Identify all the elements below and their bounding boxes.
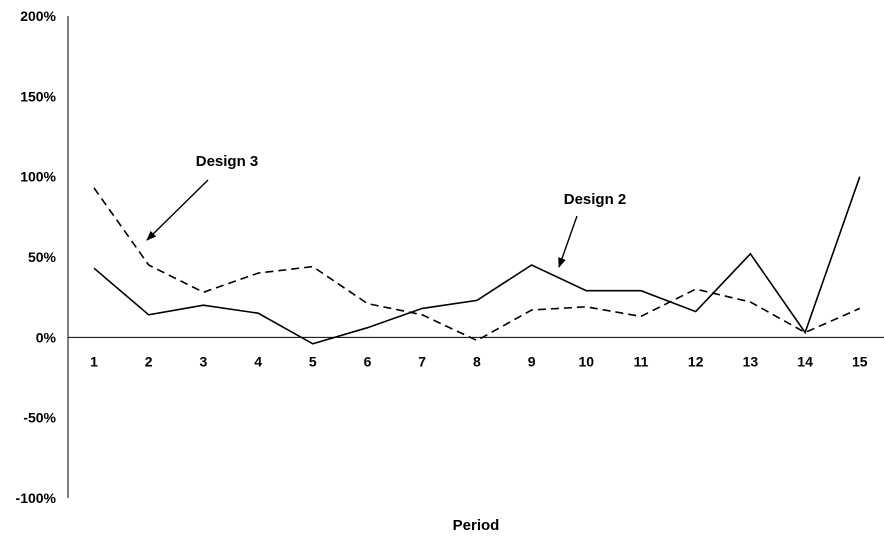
x-tick-label: 7 (418, 353, 426, 369)
y-tick-label: -50% (23, 410, 56, 426)
y-tick-label: 150% (20, 88, 56, 104)
y-tick-label: -100% (16, 490, 57, 506)
x-axis: 1 2 3 4 5 6 7 8 9 10 11 12 13 14 15 (68, 336, 884, 369)
y-tick-label: 50% (28, 249, 57, 265)
x-tick-label: 10 (579, 353, 595, 369)
x-tick-label: 5 (309, 353, 317, 369)
x-tick-label: 8 (473, 353, 481, 369)
x-tick-label: 2 (145, 353, 153, 369)
y-tick-label: 0% (36, 329, 57, 345)
x-axis-title: Period (453, 517, 500, 534)
x-tick-label: 13 (743, 353, 759, 369)
x-tick-label: 3 (200, 353, 208, 369)
annotation-arrow-design3 (146, 179, 209, 241)
x-tick-label: 14 (797, 353, 813, 369)
y-tick-label: 100% (20, 169, 56, 185)
annotation-arrow-design2 (558, 215, 578, 268)
series-line-design2 (93, 176, 861, 345)
x-tick-label: 12 (688, 353, 704, 369)
annotation-label-design3: Design 3 (196, 153, 259, 170)
x-tick-label: 15 (852, 353, 868, 369)
y-tick-label: 200% (20, 8, 56, 24)
x-tick-label: 6 (364, 353, 372, 369)
series-line-design3 (93, 187, 861, 342)
x-tick-label: 4 (254, 353, 262, 369)
annotation-label-design2: Design 2 (564, 191, 627, 208)
x-tick-label: 1 (90, 353, 98, 369)
x-tick-label: 9 (528, 353, 536, 369)
x-tick-label: 11 (634, 353, 649, 369)
annotation-layer: Design 3 Design 2 (146, 153, 627, 268)
series-layer (93, 176, 861, 345)
y-axis: 200% 150% 100% 50% 0% -50% -100% (16, 8, 69, 506)
